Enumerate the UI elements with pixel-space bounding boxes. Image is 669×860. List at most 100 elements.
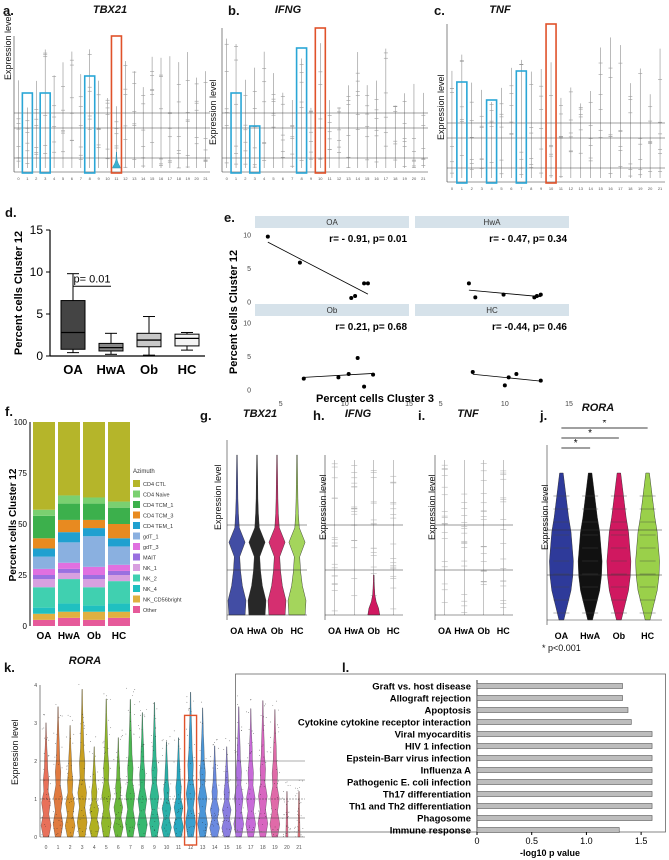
y-tick-label: 4 <box>34 683 37 689</box>
jitter-point <box>84 807 85 809</box>
jitter-point <box>279 772 280 774</box>
jitter-point <box>157 836 159 837</box>
jitter-point <box>73 811 75 812</box>
y-tick-label: 0 <box>247 387 251 394</box>
category-label: Pathogenic E. coli infection <box>347 778 471 789</box>
jitter-point <box>139 701 140 703</box>
jitter-point <box>158 807 160 809</box>
jitter-point <box>61 767 63 769</box>
facet-stat: r= - 0.47, p= 0.34 <box>489 234 567 245</box>
jitter-point <box>91 800 93 801</box>
panel-f-stacked-bar: 0 25 50 75 100 Percent cells Cluster 12 OA HwA O… <box>8 418 182 642</box>
jitter-point <box>216 739 218 741</box>
x-tick-12: 12 <box>123 176 128 181</box>
jitter-point <box>56 754 57 756</box>
jitter-point <box>60 821 62 822</box>
bar-2 <box>476 707 629 713</box>
jitter-point <box>236 737 238 739</box>
bar-segment-Ob-NK_2 <box>83 587 105 606</box>
x-tick-17: 17 <box>618 186 623 191</box>
jitter-point <box>249 793 251 795</box>
jitter-point <box>296 792 298 794</box>
jitter-point <box>175 823 176 825</box>
panel-k-label: k. <box>4 660 15 675</box>
jitter-point <box>166 802 168 804</box>
jitter-point <box>165 824 167 826</box>
legend-swatch-CD4 TCM_3 <box>133 511 140 519</box>
jitter-point <box>218 784 220 786</box>
jitter-point <box>265 762 267 763</box>
x-tick-label-15: 15 <box>224 845 230 851</box>
jitter-point <box>155 735 157 737</box>
jitter-point <box>48 835 49 837</box>
jitter-point <box>193 700 194 702</box>
jitter-point <box>129 826 131 828</box>
jitter-point <box>204 835 206 837</box>
jitter-point <box>203 763 205 765</box>
jitter-point <box>108 825 109 827</box>
jitter-point <box>59 795 61 797</box>
jitter-point <box>155 834 157 836</box>
jitter-point <box>140 714 141 716</box>
panels-ghij-violins: OA HwA Ob HC OA HwA Ob HC OA HwA Ob HC OA HwA Ob HC*** <box>226 420 662 641</box>
jitter-point <box>212 767 214 769</box>
jitter-point <box>61 746 63 748</box>
jitter-point <box>289 785 291 786</box>
panel-b-violins: 0 1 2 3 4 5 6 7 8 9 10 11 12 13 14 15 16 17 18 19 20 21 <box>221 27 428 181</box>
bar-4 <box>476 731 653 737</box>
jitter-point <box>132 826 133 828</box>
jitter-point <box>173 730 175 732</box>
jitter-point <box>189 762 191 764</box>
bar-8 <box>476 779 653 785</box>
jitter-point <box>102 816 104 818</box>
jitter-point <box>298 800 300 802</box>
x-tick-label-HwA: HwA <box>344 626 365 636</box>
jitter-point <box>222 835 224 836</box>
facet-title: HwA <box>484 218 502 227</box>
y-tick-label: 5 <box>247 266 251 273</box>
category-label: HIV 1 infection <box>405 742 471 753</box>
jitter-point <box>108 719 109 721</box>
jitter-point <box>119 778 121 780</box>
jitter-point <box>175 819 177 820</box>
jitter-point <box>83 815 84 817</box>
jitter-point <box>186 728 187 730</box>
jitter-point <box>272 829 274 830</box>
jitter-point <box>162 739 164 741</box>
jitter-point <box>283 833 285 835</box>
jitter-point <box>152 750 154 751</box>
panel-h-plot: OA HwA Ob HC <box>324 455 403 636</box>
jitter-point <box>226 777 228 778</box>
data-point <box>534 294 539 298</box>
x-tick-4: 4 <box>263 176 266 181</box>
jitter-point <box>205 827 206 829</box>
jitter-point <box>127 709 129 711</box>
jitter-point <box>103 746 105 748</box>
x-tick-14: 14 <box>141 176 146 181</box>
jitter-point <box>140 810 142 812</box>
bar-segment-HwA-NK_1 <box>58 572 80 580</box>
jitter-point <box>43 714 44 716</box>
jitter-point <box>277 829 279 831</box>
data-point <box>506 375 511 380</box>
jitter-point <box>126 757 128 759</box>
jitter-point <box>186 734 188 736</box>
jitter-point <box>138 766 139 768</box>
jitter-point <box>132 695 133 696</box>
x-tick-7: 7 <box>80 176 83 181</box>
bar-segment-HC-NK_2 <box>108 581 130 604</box>
jitter-point <box>277 724 278 726</box>
jitter-point <box>282 797 283 799</box>
jitter-point <box>203 759 204 761</box>
jitter-point <box>169 736 171 738</box>
facet-strip <box>415 216 569 228</box>
bar-segment-HwA-CD4 CTL <box>58 422 80 496</box>
jitter-point <box>144 716 146 718</box>
jitter-point <box>59 824 61 826</box>
jitter-point <box>287 785 289 786</box>
y-tick-label: 10 <box>243 233 251 240</box>
bar-segment-HC-gdT_1 <box>108 546 130 565</box>
jitter-point <box>114 793 115 795</box>
jitter-point <box>121 812 123 813</box>
legend-label-CD4 TCM_3: CD4 TCM_3 <box>143 514 173 520</box>
